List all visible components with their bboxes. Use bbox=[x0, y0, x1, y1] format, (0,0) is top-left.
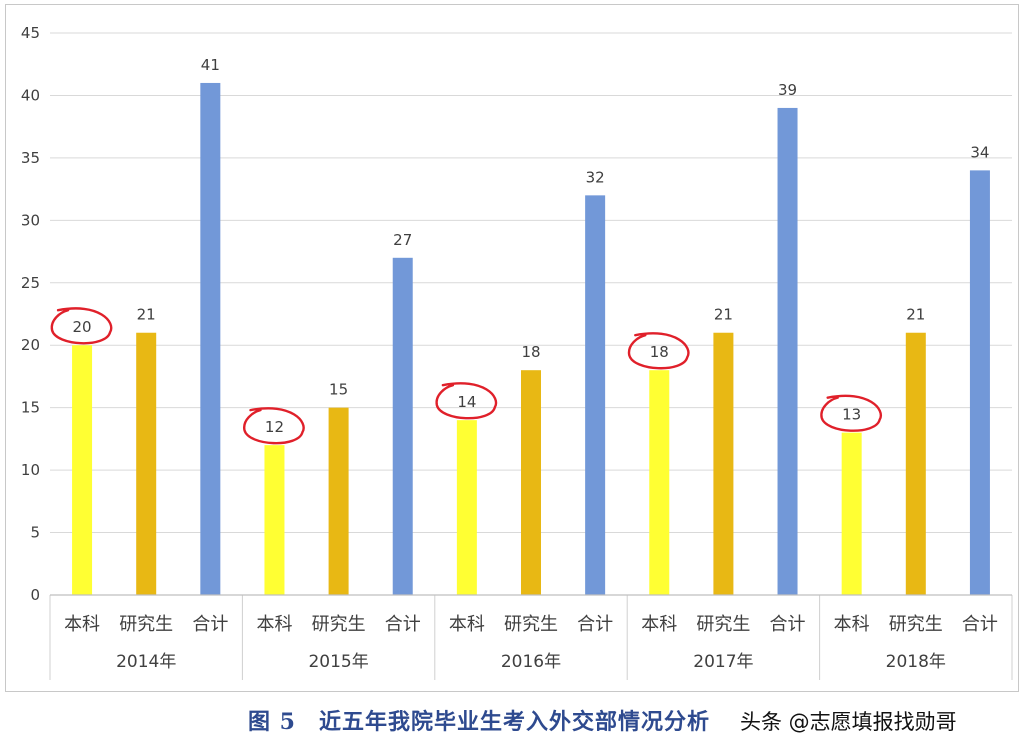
bar-2014年-合计 bbox=[200, 82, 221, 595]
x-category-label: 研究生 bbox=[312, 614, 366, 635]
data-label: 27 bbox=[393, 231, 412, 249]
x-category-label: 合计 bbox=[962, 614, 998, 635]
data-label: 21 bbox=[714, 306, 733, 324]
data-label: 20 bbox=[73, 318, 92, 336]
watermark-text: 头条 @志愿填报找勋哥 bbox=[740, 710, 957, 734]
annotation-circle bbox=[820, 394, 882, 432]
y-tick-label: 0 bbox=[30, 586, 40, 604]
y-tick-label: 30 bbox=[21, 211, 40, 229]
bar-2014年-本科 bbox=[72, 345, 93, 595]
data-label: 14 bbox=[457, 393, 476, 411]
figure-caption: 图 5 近五年我院毕业生考入外交部情况分析 头条 @志愿填报找勋哥 bbox=[0, 704, 1022, 744]
y-tick-label: 35 bbox=[21, 149, 40, 167]
data-label: 18 bbox=[650, 343, 669, 361]
bar-2015年-合计 bbox=[392, 257, 413, 595]
data-label: 34 bbox=[970, 143, 989, 161]
y-tick-label: 15 bbox=[21, 399, 40, 417]
x-category-label: 合计 bbox=[770, 614, 806, 635]
bar-2017年-本科 bbox=[649, 370, 670, 595]
y-tick-label: 5 bbox=[30, 524, 40, 542]
bar-2015年-本科 bbox=[264, 445, 285, 595]
x-category-label: 本科 bbox=[834, 614, 870, 635]
x-category-label: 本科 bbox=[64, 614, 100, 635]
bar-2017年-合计 bbox=[777, 107, 798, 595]
x-category-label: 合计 bbox=[192, 614, 228, 635]
bar-2015年-研究生 bbox=[328, 407, 349, 595]
bar-chart: 0 5 10 15 20 25 30 35 40 45 20 本科 21 研究生 41 合计 2014年 12 本科… bbox=[21, 24, 1013, 680]
y-tick-label: 25 bbox=[21, 274, 40, 292]
bar-2018年-合计 bbox=[969, 170, 990, 595]
data-label: 41 bbox=[201, 56, 220, 74]
x-category-label: 研究生 bbox=[119, 614, 173, 635]
bar-2017年-研究生 bbox=[713, 332, 734, 595]
y-tick-label: 45 bbox=[21, 24, 40, 42]
bar-2018年-研究生 bbox=[905, 332, 926, 595]
bar-2016年-研究生 bbox=[521, 370, 541, 595]
bar-2016年-本科 bbox=[456, 420, 477, 595]
data-label: 13 bbox=[842, 406, 861, 424]
y-tick-label: 10 bbox=[21, 461, 40, 479]
x-group-label: 2018年 bbox=[886, 652, 946, 672]
y-tick-label: 20 bbox=[21, 336, 40, 354]
x-group-label: 2017年 bbox=[693, 652, 753, 672]
data-label: 39 bbox=[778, 81, 797, 99]
y-tick-label: 40 bbox=[21, 86, 40, 104]
x-category-label: 研究生 bbox=[889, 614, 943, 635]
caption-title: 图 5 近五年我院毕业生考入外交部情况分析 bbox=[248, 709, 710, 735]
x-category-label: 研究生 bbox=[696, 614, 750, 635]
annotation-circle bbox=[243, 407, 305, 445]
bar-2016年-合计 bbox=[585, 195, 606, 595]
data-label: 18 bbox=[521, 343, 540, 361]
annotation-circle bbox=[50, 307, 113, 345]
x-category-label: 研究生 bbox=[504, 614, 558, 635]
x-group-label: 2016年 bbox=[501, 652, 561, 672]
x-category-label: 本科 bbox=[449, 614, 485, 635]
data-label: 21 bbox=[137, 306, 156, 324]
annotation-circle bbox=[627, 332, 690, 370]
data-label: 15 bbox=[329, 381, 348, 399]
x-group-label: 2015年 bbox=[308, 652, 368, 672]
bar-2014年-研究生 bbox=[136, 332, 157, 595]
data-label: 32 bbox=[586, 168, 605, 186]
x-category-label: 本科 bbox=[641, 614, 677, 635]
x-category-label: 本科 bbox=[256, 614, 292, 635]
x-category-label: 合计 bbox=[577, 614, 613, 635]
x-category-label: 合计 bbox=[385, 614, 421, 635]
annotation-circle bbox=[435, 382, 498, 420]
data-label: 12 bbox=[265, 418, 284, 436]
x-group-label: 2014年 bbox=[116, 652, 176, 672]
bar-2018年-本科 bbox=[841, 432, 862, 595]
data-label: 21 bbox=[906, 306, 925, 324]
